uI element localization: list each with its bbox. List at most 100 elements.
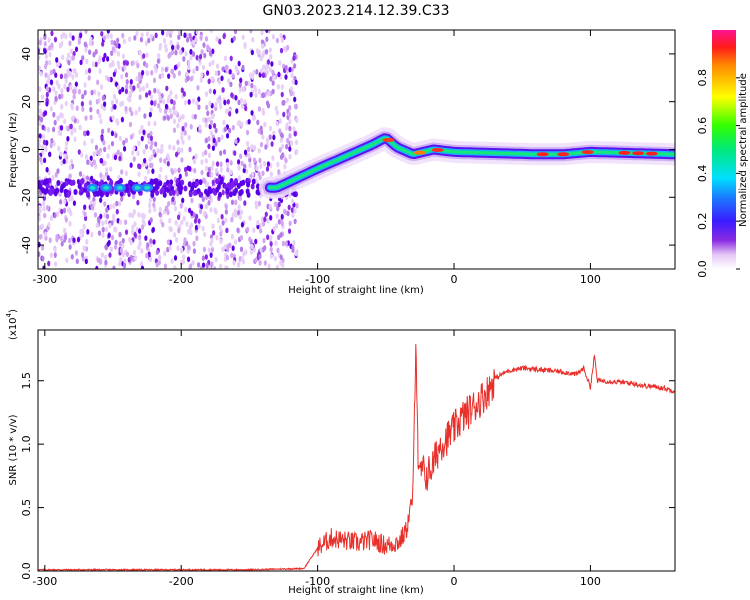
- noise-speck: [274, 105, 278, 112]
- noise-speck: [97, 230, 102, 236]
- noise-speck: [149, 33, 153, 40]
- snr-x-ticks: -300 -200 -100 0 100: [32, 330, 601, 588]
- noise-speck: [222, 119, 226, 126]
- noise-speck: [80, 252, 85, 258]
- noise-speck: [124, 219, 128, 226]
- noise-speck: [122, 262, 127, 269]
- noise-speck: [195, 30, 199, 35]
- noise-speck: [186, 256, 191, 263]
- noise-speck: [90, 175, 94, 182]
- noise-speck: [237, 175, 241, 181]
- noise-speck: [103, 146, 107, 153]
- noise-speck: [180, 247, 184, 254]
- noise-speck: [223, 99, 227, 106]
- noise-speck: [148, 197, 152, 203]
- noise-speck: [169, 39, 173, 46]
- noise-speck: [70, 102, 74, 109]
- noise-speck: [185, 71, 189, 77]
- noise-speck: [275, 110, 279, 116]
- noise-speck: [254, 203, 259, 210]
- noise-speck: [198, 53, 203, 60]
- spectrogram-xtick-label: -300: [32, 273, 57, 286]
- noise-speck: [258, 260, 262, 266]
- noise-speck: [140, 265, 145, 269]
- noise-speck: [180, 219, 184, 226]
- noise-speck: [168, 217, 172, 224]
- noise-speck: [291, 79, 295, 85]
- noise-speck: [219, 263, 223, 269]
- noise-speck: [258, 157, 262, 164]
- noise-speck: [64, 140, 69, 147]
- band-speck: [255, 189, 260, 196]
- noise-speck: [173, 232, 177, 238]
- noise-speck: [93, 89, 97, 95]
- noise-speck: [172, 127, 177, 134]
- noise-speck: [132, 156, 136, 162]
- noise-speck: [266, 59, 271, 65]
- noise-speck: [208, 88, 212, 94]
- noise-speck: [275, 264, 279, 269]
- noise-speck: [163, 263, 168, 269]
- snr-y-scale-factor: (x104): [5, 309, 19, 340]
- noise-speck: [93, 212, 98, 218]
- noise-speck: [195, 235, 199, 242]
- colorbar-tick-label: 0.4: [696, 165, 709, 183]
- noise-speck: [248, 236, 252, 243]
- noise-speck: [202, 117, 206, 123]
- noise-speck: [187, 207, 192, 214]
- noise-speck: [111, 115, 115, 121]
- noise-speck: [172, 145, 176, 151]
- noise-speck: [122, 140, 126, 146]
- noise-speck: [112, 93, 117, 100]
- noise-speck: [231, 245, 235, 252]
- noise-speck: [180, 134, 184, 141]
- noise-speck: [279, 232, 283, 238]
- noise-speck: [103, 212, 107, 219]
- noise-speck: [268, 203, 272, 210]
- noise-speck: [150, 154, 154, 160]
- noise-speck: [104, 219, 108, 225]
- noise-speck: [89, 106, 93, 113]
- band-speck: [245, 188, 250, 195]
- noise-speck: [128, 90, 132, 97]
- noise-speck: [282, 99, 286, 106]
- noise-speck: [193, 113, 197, 120]
- noise-speck: [83, 82, 87, 88]
- noise-speck: [205, 70, 210, 76]
- band-speck: [109, 179, 114, 186]
- noise-speck: [284, 64, 288, 71]
- noise-speck: [226, 243, 230, 249]
- noise-speck: [112, 71, 116, 78]
- noise-speck: [107, 232, 111, 239]
- noise-speck: [268, 125, 273, 132]
- band-speck: [230, 180, 235, 187]
- noise-speck: [81, 93, 85, 100]
- noise-speck: [110, 99, 115, 106]
- noise-speck: [142, 213, 146, 220]
- noise-speck: [45, 86, 50, 92]
- noise-speck: [211, 223, 215, 230]
- noise-speck: [259, 228, 263, 234]
- noise-speck: [200, 159, 204, 165]
- noise-speck: [253, 84, 257, 91]
- noise-speck: [152, 196, 156, 203]
- noise-speck: [63, 198, 67, 205]
- noise-speck: [158, 206, 162, 213]
- band-speck: [177, 181, 182, 188]
- spectrogram-xtick-label: 0: [451, 273, 458, 286]
- noise-speck: [224, 209, 228, 215]
- noise-speck: [166, 153, 170, 159]
- noise-speck: [217, 70, 221, 76]
- noise-speck: [92, 159, 96, 165]
- noise-speck: [70, 159, 74, 165]
- noise-speck: [187, 244, 191, 251]
- noise-speck: [268, 66, 272, 73]
- noise-speck: [272, 226, 276, 232]
- noise-speck: [145, 52, 149, 58]
- band-speck: [239, 188, 244, 195]
- noise-speck: [271, 80, 275, 86]
- noise-speck: [164, 43, 168, 50]
- noise-speck: [144, 92, 149, 98]
- noise-speck: [124, 105, 128, 112]
- noise-speck: [101, 41, 105, 47]
